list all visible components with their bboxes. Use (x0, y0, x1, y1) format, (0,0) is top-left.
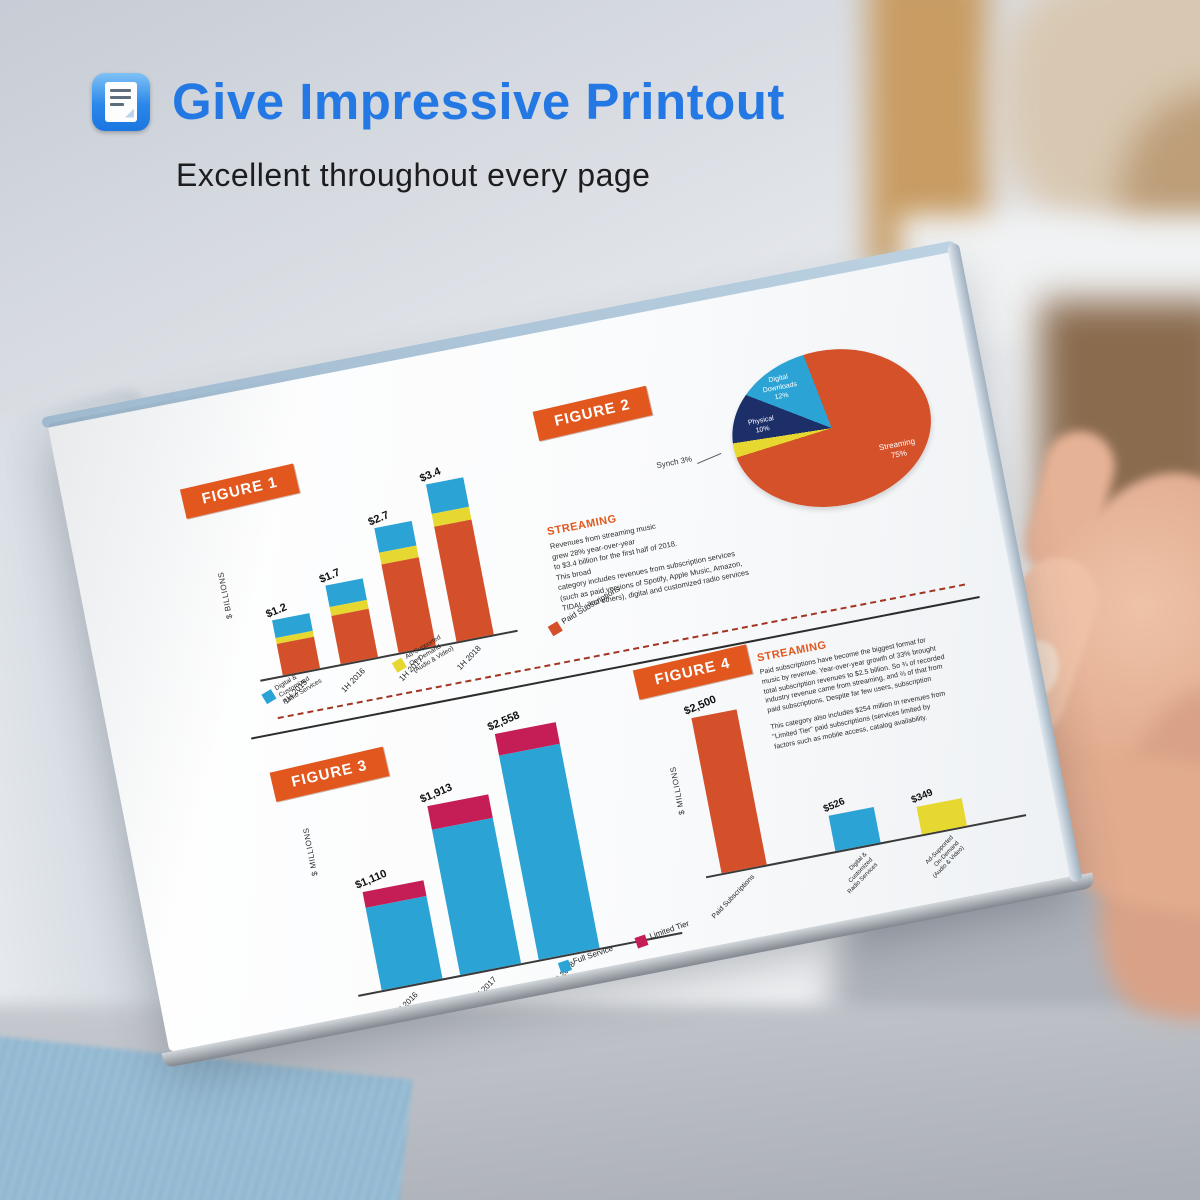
background-wood-pillar (868, 0, 988, 270)
hand-wrist (1077, 674, 1200, 1036)
headline-title: Give Impressive Printout (172, 73, 785, 130)
background-clothes (1000, 0, 1200, 240)
hand-index-finger (1017, 423, 1123, 587)
booklet-page: FIGURE 1 $ BILLIONS $1.2 $1.7 $2.7 $3.4 … (47, 248, 1095, 1069)
document-icon (92, 72, 150, 131)
document-icon-fold (125, 108, 134, 118)
background-wood-low (1040, 300, 1200, 560)
document-icon-sheet (105, 81, 137, 122)
headline: Give Impressive Printout Excellent throu… (92, 72, 785, 194)
background-clothes-dark (1120, 90, 1200, 320)
headline-subtitle: Excellent throughout every page (176, 157, 651, 193)
